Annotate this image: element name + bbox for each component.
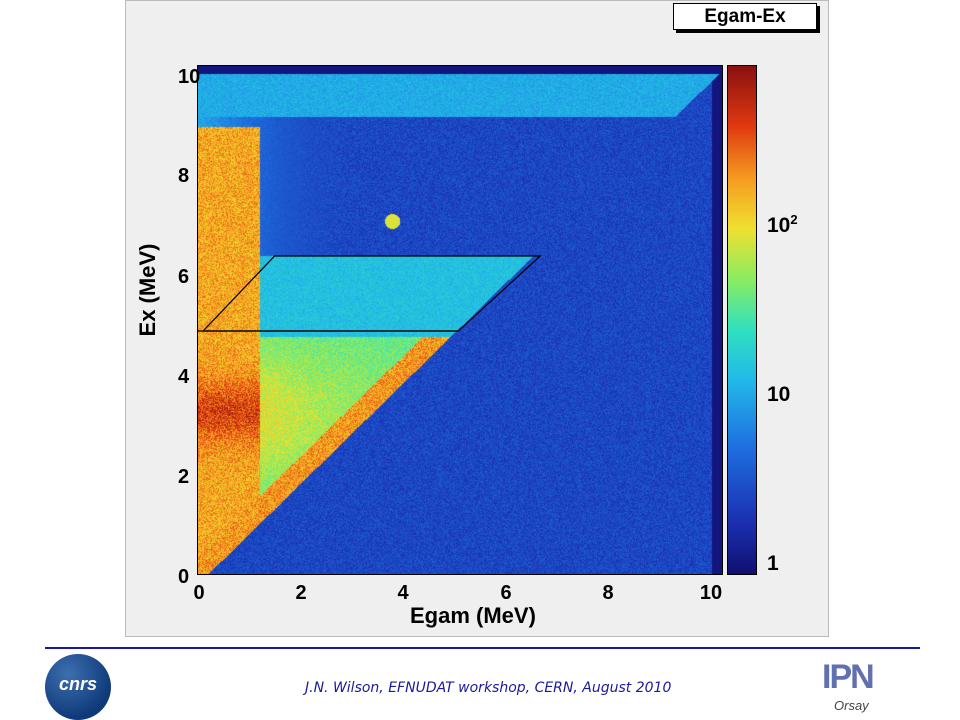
ytick-label: 2 [178, 466, 190, 488]
footer-divider [45, 647, 920, 649]
xtick-label: 4 [397, 582, 409, 604]
x-axis-label: Egam (MeV) [410, 603, 536, 628]
y-axis-label: Ex (MeV) [135, 243, 160, 337]
ytick-label: 4 [178, 366, 190, 388]
plot-area [197, 65, 723, 575]
colorbar-label-10: 10 [767, 383, 791, 406]
xtick-label: 6 [500, 582, 512, 604]
chart-title: Egam-Ex [673, 3, 817, 30]
colorbar-label-1: 1 [767, 552, 779, 575]
ytick-label: 8 [178, 165, 190, 187]
colorbar-label-100: 102 [767, 212, 798, 237]
ytick-label: 10 [178, 66, 201, 88]
ytick-label: 0 [178, 566, 190, 588]
heatmap-canvas [198, 66, 722, 574]
xtick-label: 0 [193, 582, 205, 604]
ipn-logo: IPN Orsay [822, 658, 875, 713]
gate-overlay [198, 255, 542, 332]
footer-text: J.N. Wilson, EFNUDAT workshop, CERN, Aug… [305, 680, 672, 696]
gate-polygon [201, 255, 542, 332]
colorbar [727, 65, 757, 575]
ytick-label: 6 [178, 266, 190, 288]
xtick-label: 10 [699, 582, 723, 604]
cnrs-logo: cnrs [45, 654, 111, 720]
xtick-label: 8 [602, 582, 614, 604]
xtick-label: 2 [295, 582, 307, 604]
